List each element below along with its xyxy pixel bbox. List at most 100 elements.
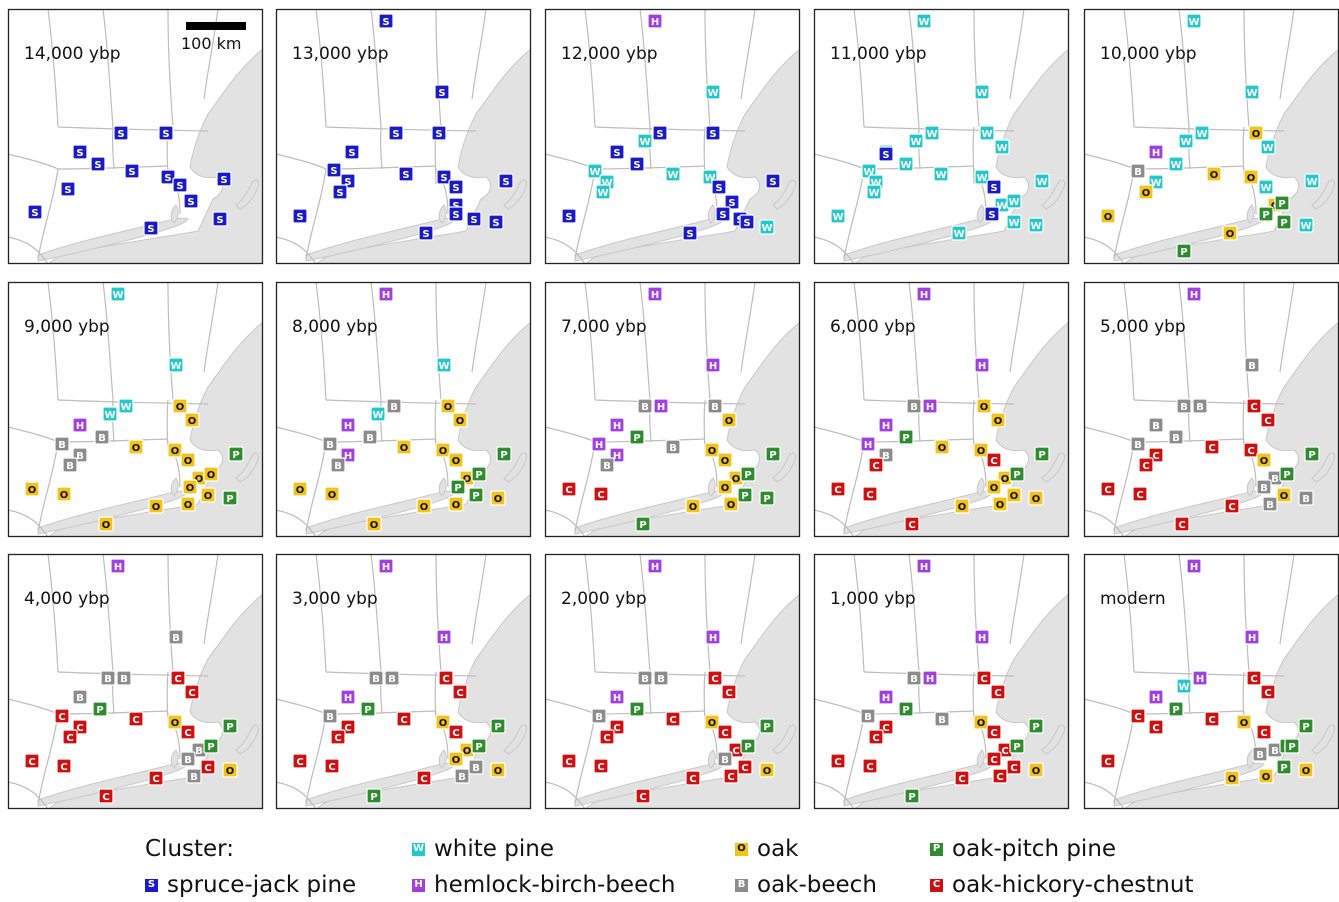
map-panel: 12,000 ybpHWSWSSSWWWWSWSSSSSWSS <box>544 8 801 265</box>
svg-text:W: W <box>104 410 115 421</box>
legend-title: Cluster: <box>145 836 234 862</box>
svg-text:P: P <box>633 433 640 444</box>
svg-text:C: C <box>711 674 718 685</box>
site-marker: C <box>986 751 1002 767</box>
svg-text:O: O <box>296 485 305 496</box>
site-marker: P <box>1168 701 1184 717</box>
site-marker: H <box>647 558 663 574</box>
site-marker: P <box>222 490 238 506</box>
state-border <box>1279 554 1295 645</box>
svg-text:C: C <box>66 733 73 744</box>
svg-text:S: S <box>336 188 343 199</box>
site-marker: B <box>322 708 338 724</box>
svg-text:S: S <box>344 177 351 188</box>
site-marker: C <box>1204 711 1220 727</box>
site-marker: S <box>878 146 894 162</box>
svg-text:P: P <box>1032 722 1039 733</box>
cape-cod <box>772 724 796 755</box>
svg-text:C: C <box>1264 416 1271 427</box>
ocean-area <box>47 593 263 809</box>
svg-text:W: W <box>372 410 383 421</box>
state-border <box>574 713 596 805</box>
panel-frame <box>7 281 264 538</box>
svg-text:C: C <box>613 723 620 734</box>
svg-text:S: S <box>64 185 71 196</box>
svg-text:C: C <box>1250 674 1257 685</box>
panel-frame <box>275 553 532 810</box>
svg-text:S: S <box>330 166 337 177</box>
svg-text:W: W <box>170 361 181 372</box>
state-border <box>1009 282 1025 373</box>
svg-text:S: S <box>117 129 124 140</box>
svg-text:O: O <box>708 718 717 729</box>
state-border <box>1178 282 1190 401</box>
svg-text:P: P <box>472 491 479 502</box>
svg-text:C: C <box>1260 728 1267 739</box>
svg-text:S: S <box>128 167 135 178</box>
site-marker: S <box>332 184 348 200</box>
site-marker: S <box>682 225 698 241</box>
site-marker: P <box>1258 206 1274 222</box>
svg-text:P: P <box>1262 210 1269 221</box>
site-marker: C <box>868 457 884 473</box>
site-marker: O <box>1243 169 1259 185</box>
site-marker: B <box>860 708 876 724</box>
svg-text:S: S <box>348 148 355 159</box>
site-marker: S <box>448 179 464 195</box>
svg-text:S: S <box>382 17 389 28</box>
svg-text:W: W <box>1246 88 1257 99</box>
site-marker: C <box>324 758 340 774</box>
site-marker: B <box>637 398 653 414</box>
site-marker: O <box>366 516 382 532</box>
site-marker: O <box>717 479 733 495</box>
site-marker: S <box>705 125 721 141</box>
svg-text:O: O <box>1001 474 1010 485</box>
site-marker: S <box>326 162 342 178</box>
svg-text:O: O <box>1210 170 1219 181</box>
state-border <box>315 9 327 128</box>
svg-text:P: P <box>1278 199 1285 210</box>
svg-text:C: C <box>1104 757 1111 768</box>
state-border <box>111 126 115 170</box>
svg-text:O: O <box>1280 491 1289 502</box>
svg-text:W: W <box>870 178 881 189</box>
site-marker: C <box>976 670 992 686</box>
site-marker: B <box>665 439 681 455</box>
svg-text:P: P <box>769 450 776 461</box>
svg-text:C: C <box>188 688 195 699</box>
svg-text:O: O <box>721 456 730 467</box>
svg-text:W: W <box>1036 177 1047 188</box>
svg-text:S: S <box>176 181 183 192</box>
svg-text:C: C <box>152 774 159 785</box>
svg-text:S: S <box>422 229 429 240</box>
site-marker: O <box>1206 166 1222 182</box>
time-label: modern <box>1100 589 1166 609</box>
svg-text:W: W <box>1008 218 1019 229</box>
legend-item-spruce-jack-pine: S spruce-jack pine <box>145 872 356 898</box>
state-border <box>594 165 706 170</box>
svg-text:B: B <box>98 433 106 444</box>
site-marker: B <box>637 670 653 686</box>
scale-bar <box>186 22 246 30</box>
svg-text:B: B <box>195 746 203 757</box>
svg-text:O: O <box>1104 212 1113 223</box>
site-marker: C <box>56 758 72 774</box>
time-label: 3,000 ybp <box>292 589 378 609</box>
site-marker: B <box>100 670 116 686</box>
site-marker: O <box>200 487 216 503</box>
site-marker: C <box>1130 708 1146 724</box>
svg-text:H: H <box>978 361 986 372</box>
site-marker: S <box>292 208 308 224</box>
state-border <box>57 126 209 132</box>
state-border <box>8 781 49 809</box>
state-border <box>814 153 865 170</box>
narragansett-bay <box>976 204 985 224</box>
state-border <box>545 698 596 715</box>
svg-text:W: W <box>935 170 946 181</box>
site-marker: S <box>739 214 755 230</box>
svg-text:S: S <box>743 218 750 229</box>
svg-text:H: H <box>440 633 448 644</box>
white-pine-symbol-icon: W <box>412 842 425 856</box>
site-marker: B <box>1256 479 1272 495</box>
